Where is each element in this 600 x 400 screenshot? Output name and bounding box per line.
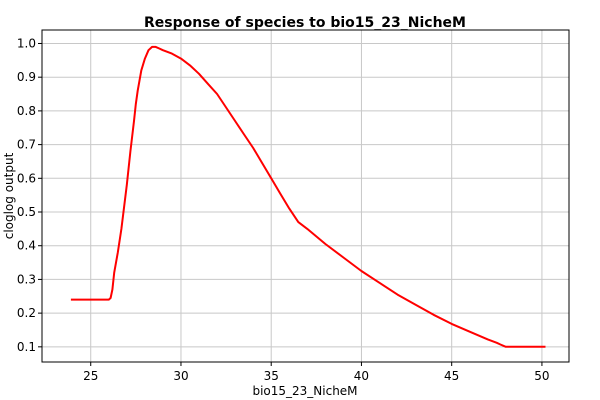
- x-tick-label: 30: [173, 369, 188, 383]
- x-axis-label: bio15_23_NicheM: [252, 384, 357, 398]
- grid: [42, 30, 569, 362]
- y-tick-label: 0.1: [17, 340, 36, 354]
- axis-ticks: 25 30 35 40 45 50 0.1 0.2 0.3 0.4 0.5 0.6 0.7 0.8 0.9 1…: [17, 36, 550, 383]
- chart-title: Response of species to bio15_23_NicheM: [144, 15, 466, 31]
- x-tick-label: 40: [354, 369, 369, 383]
- plot-frame: [41, 29, 570, 363]
- x-tick-label: 50: [534, 369, 549, 383]
- x-tick-label: 25: [83, 369, 98, 383]
- y-tick-label: 1.0: [17, 36, 36, 50]
- x-tick-label: 35: [264, 369, 279, 383]
- y-tick-label: 0.2: [17, 306, 36, 320]
- y-tick-label: 0.3: [17, 272, 36, 286]
- y-tick-label: 0.8: [17, 104, 36, 118]
- y-axis-label: cloglog output: [2, 152, 16, 239]
- series-layer: [70, 45, 546, 348]
- y-tick-label: 0.5: [17, 205, 36, 219]
- y-tick-label: 0.9: [17, 70, 36, 84]
- y-tick-label: 0.7: [17, 138, 36, 152]
- response-curve-line: [70, 45, 546, 348]
- y-tick-label: 0.6: [17, 171, 36, 185]
- y-tick-label: 0.4: [17, 239, 36, 253]
- x-tick-label: 45: [444, 369, 459, 383]
